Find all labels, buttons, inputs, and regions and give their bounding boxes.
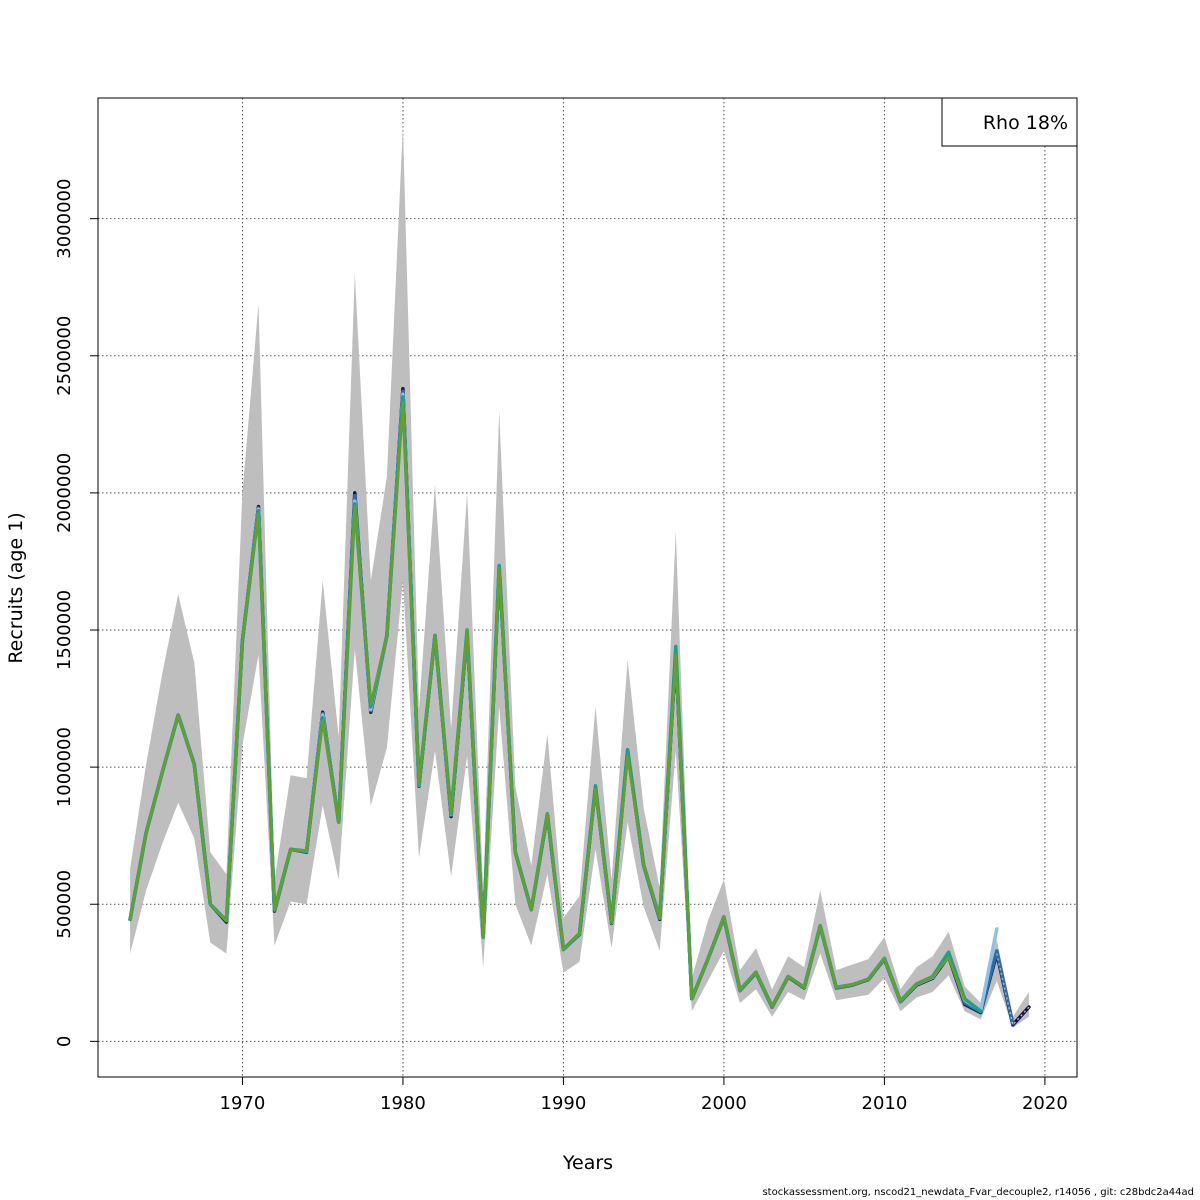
- confidence-band-area: [130, 125, 1029, 1028]
- y-axis: 0 500000 1000000 1500000 2000000 2500000 30000…: [54, 179, 98, 1047]
- x-tick-label: 2010: [862, 1093, 908, 1114]
- y-tick-label: 0: [54, 1036, 75, 1047]
- y-tick-label: 2000000: [54, 453, 75, 533]
- footer-credit: stockassessment.org, nscod21_newdata_Fva…: [762, 1187, 1194, 1198]
- y-tick-label: 2500000: [54, 316, 75, 396]
- x-tick-label: 2020: [1022, 1093, 1068, 1114]
- y-tick-label: 1500000: [54, 590, 75, 670]
- legend: Rho 18%: [941, 97, 1078, 147]
- y-axis-title: Recruits (age 1): [5, 512, 27, 663]
- y-tick-label: 500000: [54, 870, 75, 939]
- x-tick-label: 1980: [380, 1093, 426, 1114]
- legend-text: Rho 18%: [983, 112, 1068, 134]
- y-tick-label: 1000000: [54, 727, 75, 807]
- x-axis-title: Years: [562, 1152, 613, 1174]
- x-tick-label: 1970: [220, 1093, 266, 1114]
- x-tick-label: 1990: [541, 1093, 587, 1114]
- series-lines: [128, 386, 1031, 1027]
- x-axis: 1970 1980 1990 2000 2010 2020: [220, 1077, 1068, 1114]
- y-tick-label: 3000000: [54, 179, 75, 259]
- plot-frame: [97, 97, 1078, 1078]
- series-line-5: [128, 401, 966, 1008]
- x-tick-label: 2000: [701, 1093, 747, 1114]
- legend-box: [941, 97, 1078, 147]
- confidence-band: [130, 125, 1029, 1028]
